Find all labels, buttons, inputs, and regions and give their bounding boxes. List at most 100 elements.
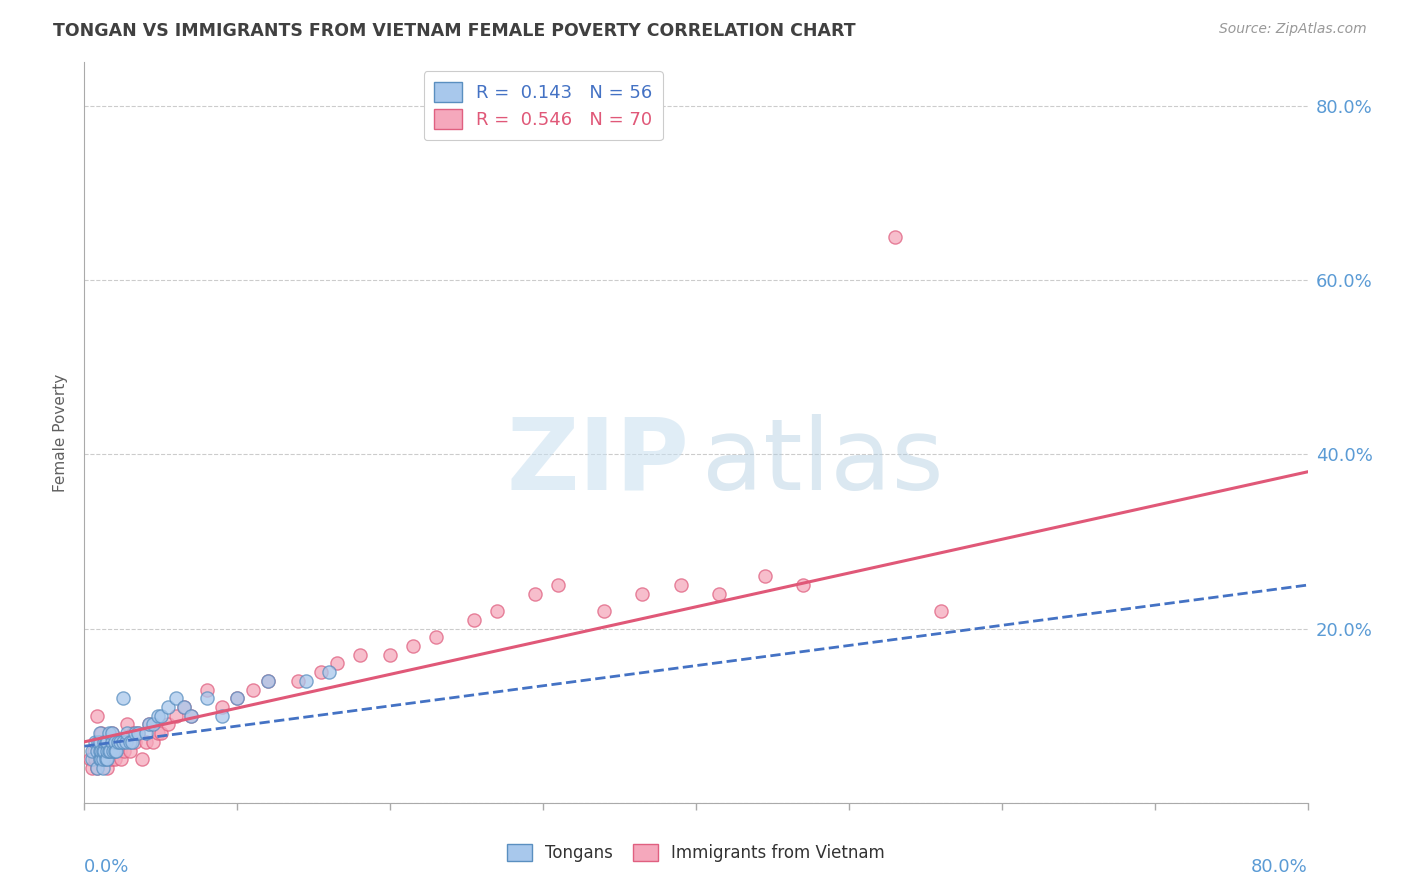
Point bbox=[142, 735, 165, 749]
Point bbox=[103, 743, 125, 757]
Point bbox=[80, 743, 103, 757]
Point bbox=[754, 569, 776, 583]
Point bbox=[165, 708, 187, 723]
Point bbox=[93, 735, 115, 749]
Point bbox=[96, 761, 118, 775]
Y-axis label: Female Poverty: Female Poverty bbox=[53, 374, 69, 491]
Point bbox=[114, 735, 136, 749]
Point bbox=[311, 665, 333, 680]
Point bbox=[425, 630, 447, 644]
Point bbox=[108, 735, 131, 749]
Point bbox=[101, 752, 124, 766]
Point bbox=[86, 708, 108, 723]
Point bbox=[101, 735, 124, 749]
Point bbox=[94, 735, 117, 749]
Point bbox=[149, 708, 172, 723]
Point bbox=[86, 761, 108, 775]
Point bbox=[287, 673, 309, 688]
Point bbox=[349, 648, 371, 662]
Point bbox=[96, 743, 118, 757]
Point bbox=[79, 752, 101, 766]
Point bbox=[180, 708, 202, 723]
Point bbox=[883, 229, 905, 244]
Point bbox=[111, 691, 134, 706]
Point bbox=[104, 735, 127, 749]
Point bbox=[90, 752, 112, 766]
Point bbox=[211, 700, 233, 714]
Text: atlas: atlas bbox=[702, 414, 943, 511]
Point bbox=[707, 587, 730, 601]
Point bbox=[792, 578, 814, 592]
Point bbox=[105, 743, 128, 757]
Point bbox=[146, 726, 169, 740]
Point bbox=[97, 752, 120, 766]
Point bbox=[89, 743, 111, 757]
Point bbox=[86, 761, 108, 775]
Point bbox=[157, 717, 180, 731]
Point bbox=[120, 735, 142, 749]
Text: 0.0%: 0.0% bbox=[84, 858, 129, 876]
Point bbox=[104, 743, 127, 757]
Point bbox=[257, 673, 280, 688]
Point bbox=[135, 726, 157, 740]
Point bbox=[380, 648, 402, 662]
Point bbox=[104, 735, 127, 749]
Point bbox=[122, 726, 145, 740]
Point bbox=[90, 726, 112, 740]
Point bbox=[80, 761, 103, 775]
Point bbox=[91, 743, 114, 757]
Point bbox=[94, 735, 117, 749]
Point bbox=[173, 700, 195, 714]
Point bbox=[120, 743, 142, 757]
Point bbox=[669, 578, 692, 592]
Point bbox=[463, 613, 485, 627]
Point bbox=[98, 743, 121, 757]
Point bbox=[97, 743, 120, 757]
Point bbox=[318, 665, 340, 680]
Point bbox=[121, 735, 143, 749]
Point bbox=[80, 752, 103, 766]
Point bbox=[524, 587, 547, 601]
Point bbox=[84, 752, 107, 766]
Point bbox=[101, 726, 124, 740]
Point bbox=[91, 761, 114, 775]
Point bbox=[89, 752, 111, 766]
Point bbox=[127, 726, 149, 740]
Point bbox=[115, 726, 138, 740]
Point bbox=[83, 743, 105, 757]
Point bbox=[90, 743, 112, 757]
Point bbox=[115, 717, 138, 731]
Point bbox=[96, 743, 118, 757]
Point bbox=[86, 743, 108, 757]
Point bbox=[325, 657, 347, 671]
Point bbox=[111, 735, 134, 749]
Point bbox=[107, 735, 129, 749]
Point bbox=[257, 673, 280, 688]
Point bbox=[593, 604, 616, 618]
Text: 80.0%: 80.0% bbox=[1251, 858, 1308, 876]
Point bbox=[211, 708, 233, 723]
Point bbox=[929, 604, 952, 618]
Point bbox=[91, 752, 114, 766]
Point bbox=[103, 743, 125, 757]
Point bbox=[157, 700, 180, 714]
Point bbox=[149, 726, 172, 740]
Point bbox=[104, 752, 127, 766]
Point bbox=[89, 726, 111, 740]
Point bbox=[226, 691, 249, 706]
Point bbox=[127, 726, 149, 740]
Point bbox=[105, 743, 128, 757]
Point bbox=[138, 717, 160, 731]
Point bbox=[84, 735, 107, 749]
Point bbox=[547, 578, 569, 592]
Point bbox=[91, 752, 114, 766]
Point bbox=[180, 708, 202, 723]
Point bbox=[124, 726, 146, 740]
Point bbox=[108, 743, 131, 757]
Point bbox=[402, 639, 425, 653]
Point bbox=[93, 743, 115, 757]
Point bbox=[124, 735, 146, 749]
Point bbox=[165, 691, 187, 706]
Point bbox=[101, 726, 124, 740]
Point bbox=[142, 717, 165, 731]
